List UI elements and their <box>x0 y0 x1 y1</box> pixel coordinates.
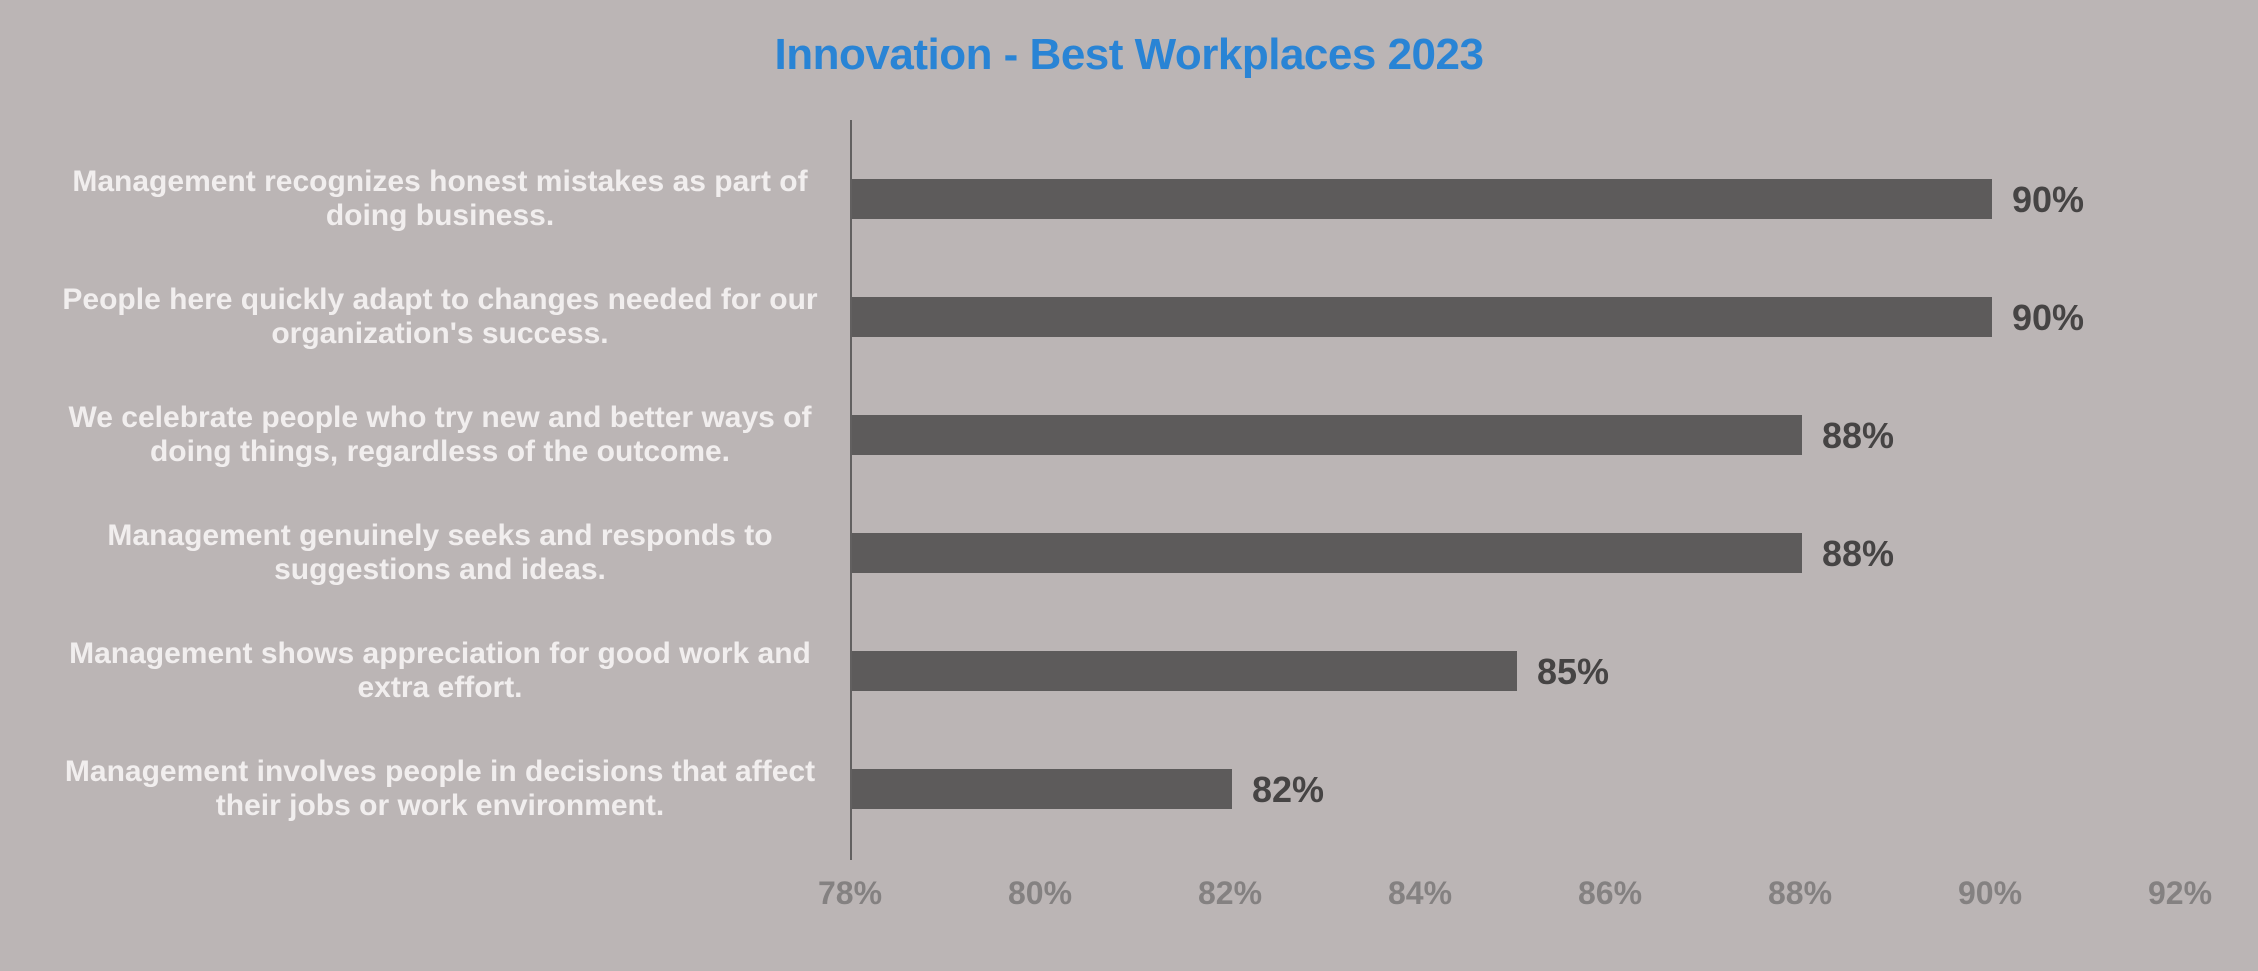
x-tick-label: 78% <box>818 875 882 912</box>
chart-canvas: Innovation - Best Workplaces 2023 90%90%… <box>0 0 2258 971</box>
chart-row: Management genuinely seeks and responds … <box>60 494 2198 612</box>
category-label: Management involves people in decisions … <box>60 755 850 824</box>
bar-chart: 90%90%88%88%85%82%78%80%82%84%86%88%90%9… <box>60 120 2198 940</box>
chart-row: Management recognizes honest mistakes as… <box>60 140 2198 258</box>
chart-title: Innovation - Best Workplaces 2023 <box>60 30 2198 80</box>
chart-row: People here quickly adapt to changes nee… <box>60 258 2198 376</box>
x-tick-label: 92% <box>2148 875 2212 912</box>
chart-row: Management involves people in decisions … <box>60 730 2198 848</box>
x-tick-label: 80% <box>1008 875 1072 912</box>
x-tick-label: 84% <box>1388 875 1452 912</box>
x-tick-label: 88% <box>1768 875 1832 912</box>
category-label: People here quickly adapt to changes nee… <box>60 283 850 352</box>
chart-row: Management shows appreciation for good w… <box>60 612 2198 730</box>
x-tick-label: 90% <box>1958 875 2022 912</box>
x-tick-label: 82% <box>1198 875 1262 912</box>
category-label: Management recognizes honest mistakes as… <box>60 165 850 234</box>
chart-row: We celebrate people who try new and bett… <box>60 376 2198 494</box>
category-label: Management genuinely seeks and responds … <box>60 519 850 588</box>
category-label: Management shows appreciation for good w… <box>60 637 850 706</box>
x-tick-label: 86% <box>1578 875 1642 912</box>
category-label: We celebrate people who try new and bett… <box>60 401 850 470</box>
